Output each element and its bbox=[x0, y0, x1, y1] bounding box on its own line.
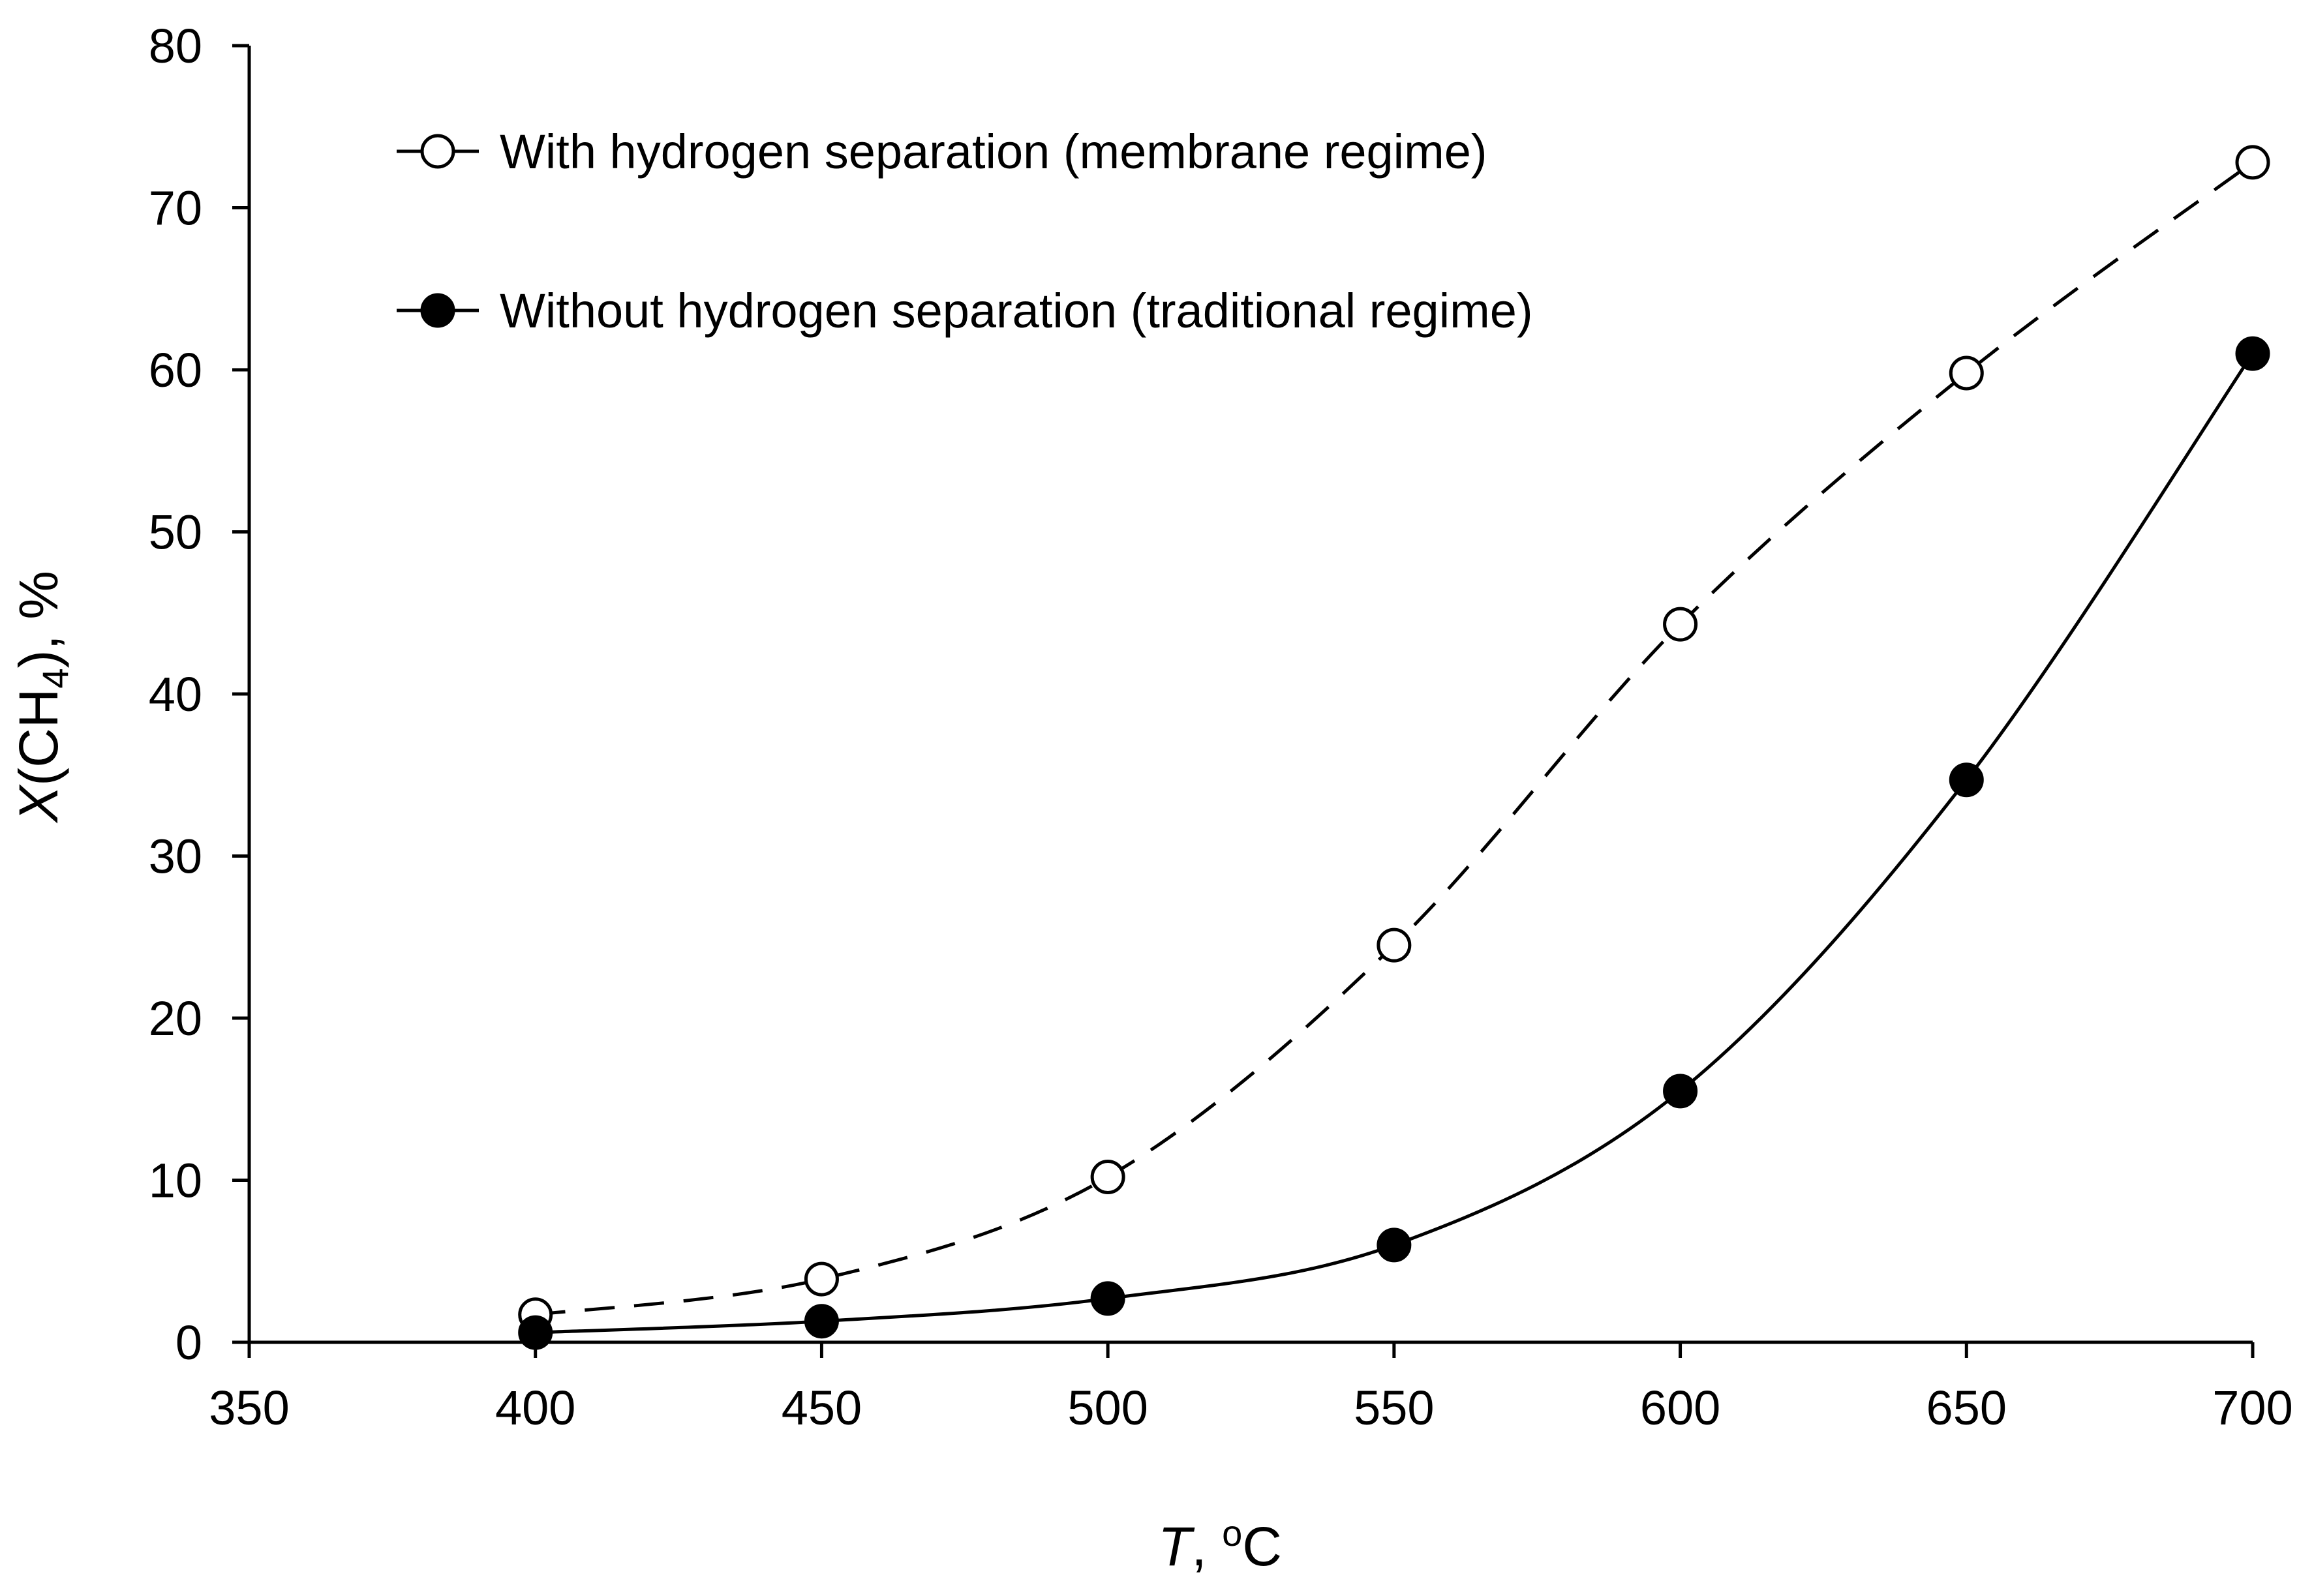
y-axis-title: X(CH4), % bbox=[8, 571, 76, 824]
y-tick-label: 40 bbox=[149, 667, 202, 721]
data-point-series-1 bbox=[1377, 927, 1412, 963]
series-line-2 bbox=[535, 352, 2255, 1334]
x-tick-label: 550 bbox=[1354, 1381, 1434, 1435]
x-axis-title-sep: , bbox=[1191, 1516, 1222, 1577]
series-lines bbox=[535, 160, 2255, 1334]
data-point-series-2 bbox=[1377, 1227, 1412, 1263]
legend-marker bbox=[420, 293, 455, 328]
x-tick-label: 350 bbox=[209, 1381, 289, 1435]
x-axis-title-unit: C bbox=[1242, 1516, 1282, 1577]
y-tick-label: 10 bbox=[149, 1154, 202, 1208]
y-tick-label: 70 bbox=[149, 181, 202, 235]
data-point-series-2 bbox=[1663, 1074, 1698, 1109]
x-tick-label: 600 bbox=[1640, 1381, 1720, 1435]
data-point-series-2 bbox=[804, 1304, 839, 1339]
data-point-series-1 bbox=[1090, 1160, 1125, 1195]
x-axis-title-sup: o bbox=[1222, 1513, 1242, 1554]
y-tick-label: 20 bbox=[149, 991, 202, 1046]
data-point-series-2 bbox=[1949, 762, 1984, 798]
x-tick-label: 400 bbox=[495, 1381, 575, 1435]
y-tick-label: 30 bbox=[149, 830, 202, 884]
x-axis-title-var: T bbox=[1158, 1516, 1195, 1577]
y-axis-title-sub: 4 bbox=[35, 668, 76, 688]
y-tick-label: 80 bbox=[149, 19, 202, 73]
data-point-series-2 bbox=[1090, 1281, 1125, 1316]
y-axis-title-var: X bbox=[8, 784, 69, 824]
data-point-series-1 bbox=[1949, 355, 1984, 391]
legend-marker bbox=[420, 134, 455, 169]
y-axis-title-close: ), % bbox=[8, 571, 69, 668]
x-tick-label: 500 bbox=[1067, 1381, 1148, 1435]
y-tick-label: 0 bbox=[175, 1316, 202, 1370]
data-point-series-2 bbox=[518, 1315, 553, 1350]
data-point-series-1 bbox=[2235, 145, 2270, 180]
axes: 0 10 20 30 40 50 60 70 80 350 400 450 500 550 600 650 70… bbox=[149, 19, 2293, 1435]
y-tick-label: 50 bbox=[149, 505, 202, 560]
x-tick-label: 700 bbox=[2212, 1381, 2292, 1435]
y-axis-title-open: (CH bbox=[8, 689, 69, 786]
legend-label: Without hydrogen separation (traditional… bbox=[500, 284, 1533, 338]
data-point-series-2 bbox=[2235, 336, 2270, 371]
x-tick-label: 650 bbox=[1926, 1381, 2007, 1435]
data-point-series-1 bbox=[1663, 607, 1698, 642]
legend: With hydrogen separation (membrane regim… bbox=[397, 125, 1533, 338]
y-tick-label: 60 bbox=[149, 343, 202, 397]
series-markers bbox=[518, 145, 2270, 1350]
legend-label: With hydrogen separation (membrane regim… bbox=[500, 125, 1487, 179]
x-axis-title: T, oC bbox=[1158, 1513, 1282, 1577]
x-tick-label: 450 bbox=[782, 1381, 862, 1435]
data-point-series-1 bbox=[804, 1261, 839, 1297]
